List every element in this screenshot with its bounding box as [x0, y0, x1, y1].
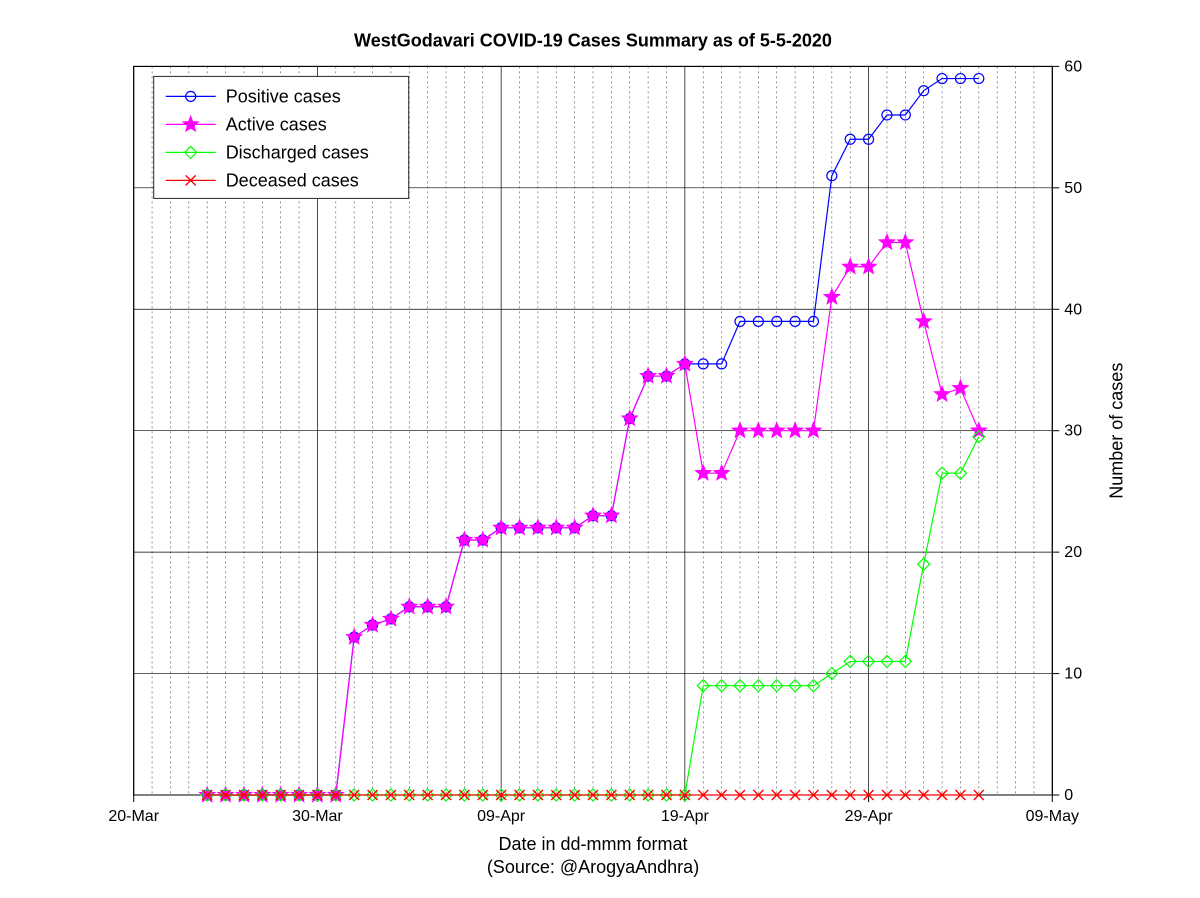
- x-tick-label: 09-May: [1026, 808, 1079, 825]
- legend: Positive cases Active cases Discharged cas…: [154, 76, 409, 198]
- y-tick-label: 20: [1064, 544, 1082, 561]
- y-tick-label: 50: [1064, 180, 1082, 197]
- x-axis-label-1: Date in dd-mmm format: [498, 834, 687, 854]
- x-tick-label: 29-Apr: [845, 808, 894, 825]
- x-tick-label: 30-Mar: [292, 808, 343, 825]
- legend-label: Deceased cases: [226, 170, 359, 190]
- chart-svg: 20-Mar 30-Mar 09-Apr 19-Apr 29-Apr 09-May 0 10 2…: [0, 0, 1200, 898]
- legend-label: Discharged cases: [226, 142, 369, 162]
- y-tick-label: 60: [1064, 58, 1082, 75]
- legend-label: Positive cases: [226, 86, 341, 106]
- y-tick-label: 0: [1064, 787, 1073, 804]
- chart-title: WestGodavari COVID-19 Cases Summary as o…: [354, 30, 832, 50]
- legend-label: Active cases: [226, 114, 327, 134]
- x-tick-label: 09-Apr: [477, 808, 526, 825]
- y-tick-label: 30: [1064, 423, 1082, 440]
- x-tick-label: 20-Mar: [108, 808, 159, 825]
- chart-container: 20-Mar 30-Mar 09-Apr 19-Apr 29-Apr 09-May 0 10 2…: [0, 0, 1200, 898]
- y-tick-label: 10: [1064, 666, 1082, 683]
- x-tick-label: 19-Apr: [661, 808, 710, 825]
- y-axis-label: Number of cases: [1106, 363, 1126, 499]
- y-tick-label: 40: [1064, 301, 1082, 318]
- x-axis-label-2: (Source: @ArogyaAndhra): [487, 857, 699, 877]
